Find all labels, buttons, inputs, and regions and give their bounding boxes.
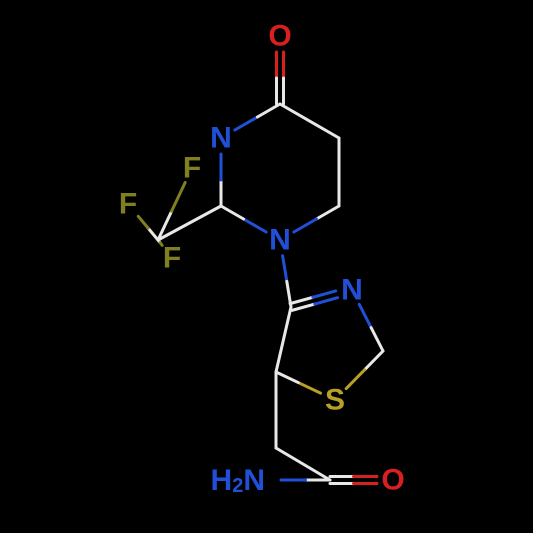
atom-O19: O (381, 464, 404, 497)
atom-F9: F (183, 152, 201, 185)
molecule-diagram: ONNFFFNSOH2N (0, 0, 533, 533)
atom-N13: N (341, 274, 363, 307)
atom-N7: N (210, 122, 232, 155)
atom-N5: N (269, 224, 291, 257)
atom-F11: F (163, 242, 181, 275)
atom-S15: S (325, 384, 345, 417)
atom-O1: O (268, 20, 291, 53)
atom-F10: F (119, 188, 137, 221)
